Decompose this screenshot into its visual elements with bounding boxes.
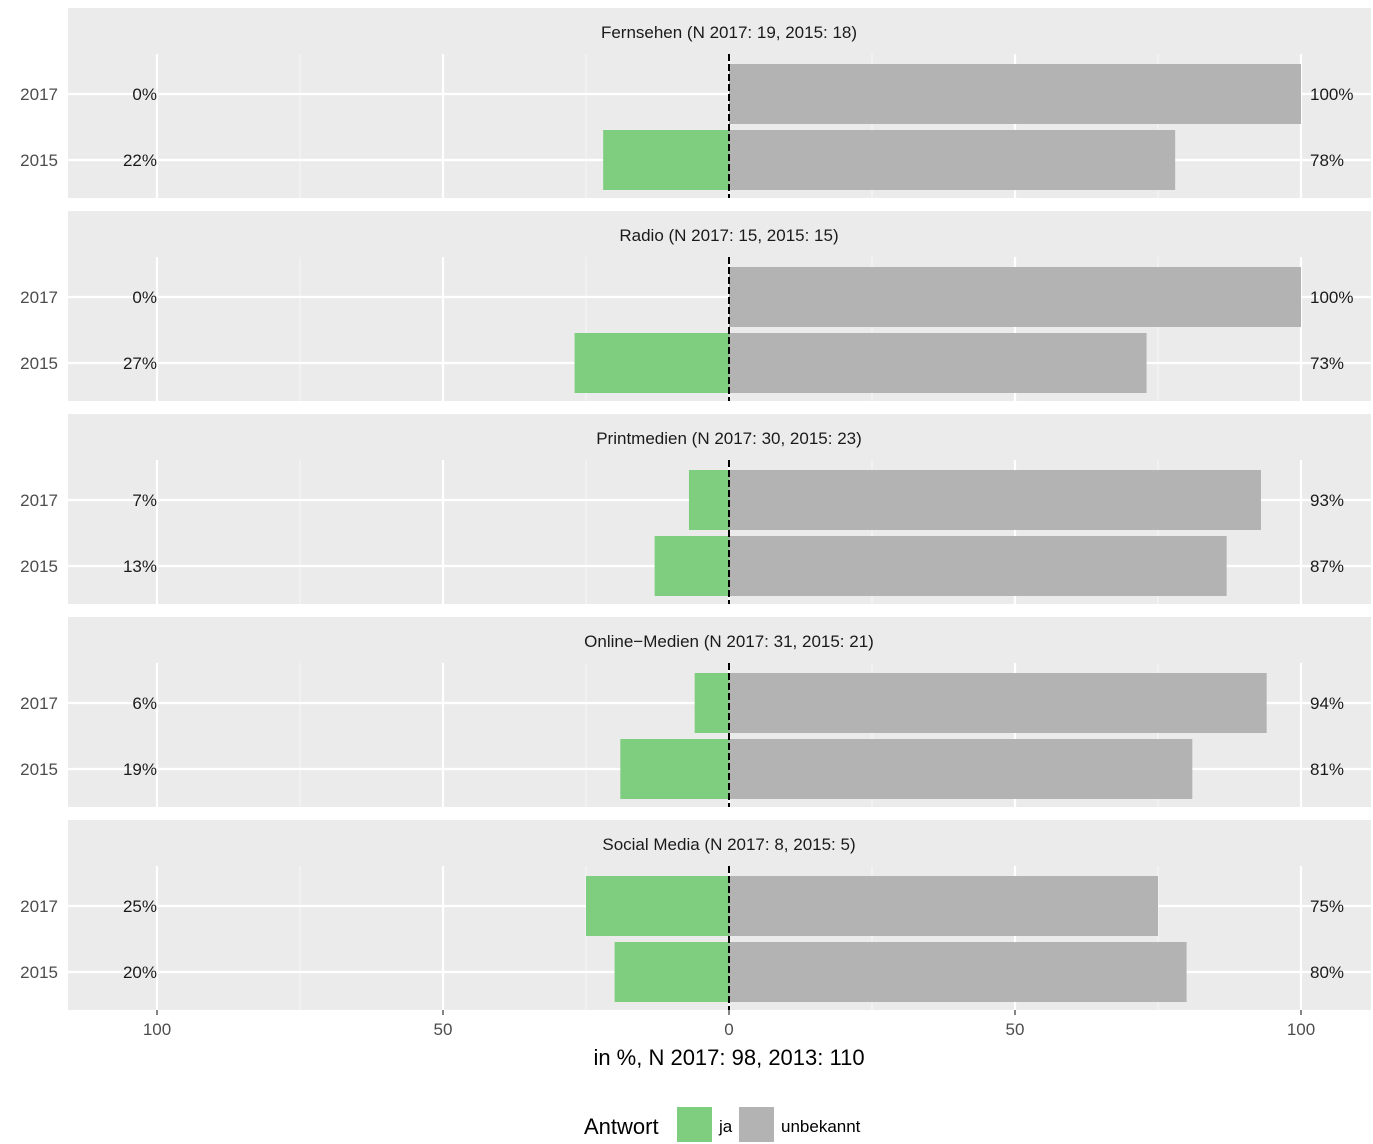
- y-tick-label: 2015: [20, 151, 58, 170]
- bar-ja: [654, 536, 729, 596]
- ja-percent-label: 25%: [123, 897, 157, 916]
- facet-panel: Radio (N 2017: 15, 2015: 15) 2017 0% 100% 20…: [20, 211, 1371, 401]
- legend: Antwort ja unbekannt: [584, 1107, 861, 1142]
- bar-unbekannt: [729, 470, 1261, 530]
- unbekannt-percent-label: 81%: [1310, 760, 1344, 779]
- facet-strip: [68, 414, 1371, 460]
- unbekannt-percent-label: 80%: [1310, 963, 1344, 982]
- unbekannt-percent-label: 78%: [1310, 151, 1344, 170]
- y-tick-label: 2015: [20, 354, 58, 373]
- facet-strip: [68, 8, 1371, 54]
- bar-ja: [603, 130, 729, 190]
- legend-label: unbekannt: [781, 1117, 861, 1136]
- bar-unbekannt: [729, 333, 1147, 393]
- ja-percent-label: 0%: [132, 85, 157, 104]
- bar-unbekannt: [729, 130, 1176, 190]
- bar-unbekannt: [729, 536, 1227, 596]
- facet-panel: Online−Medien (N 2017: 31, 2015: 21) 2017…: [20, 617, 1371, 807]
- y-tick-label: 2015: [20, 557, 58, 576]
- y-tick-label: 2017: [20, 694, 58, 713]
- y-tick-label: 2015: [20, 963, 58, 982]
- unbekannt-percent-label: 94%: [1310, 694, 1344, 713]
- ja-percent-label: 7%: [132, 491, 157, 510]
- ja-percent-label: 6%: [132, 694, 157, 713]
- bar-unbekannt: [729, 673, 1267, 733]
- facet-panel: Fernsehen (N 2017: 19, 2015: 18) 2017 0% 10…: [20, 8, 1371, 198]
- ja-percent-label: 20%: [123, 963, 157, 982]
- ja-percent-label: 0%: [132, 288, 157, 307]
- unbekannt-percent-label: 87%: [1310, 557, 1344, 576]
- x-tick-label: 50: [1006, 1020, 1025, 1039]
- bar-unbekannt: [729, 876, 1158, 936]
- unbekannt-percent-label: 93%: [1310, 491, 1344, 510]
- ja-percent-label: 27%: [123, 354, 157, 373]
- y-tick-label: 2017: [20, 288, 58, 307]
- x-axis: 100 50 0 50 100: [143, 1010, 1315, 1039]
- facet-title: Social Media (N 2017: 8, 2015: 5): [602, 835, 855, 854]
- facet-strip: [68, 820, 1371, 866]
- legend-key-unbekannt: [739, 1107, 774, 1142]
- unbekannt-percent-label: 100%: [1310, 85, 1353, 104]
- facet-panel: Social Media (N 2017: 8, 2015: 5) 2017 25%…: [20, 820, 1371, 1010]
- y-tick-label: 2015: [20, 760, 58, 779]
- y-tick-label: 2017: [20, 85, 58, 104]
- x-tick-label: 0: [724, 1020, 733, 1039]
- ja-percent-label: 19%: [123, 760, 157, 779]
- unbekannt-percent-label: 75%: [1310, 897, 1344, 916]
- ja-percent-label: 22%: [123, 151, 157, 170]
- bar-ja: [620, 739, 729, 799]
- facet-strip: [68, 617, 1371, 663]
- x-axis-title: in %, N 2017: 98, 2013: 110: [593, 1045, 864, 1070]
- unbekannt-percent-label: 100%: [1310, 288, 1353, 307]
- bar-ja: [614, 942, 729, 1002]
- bar-unbekannt: [729, 942, 1187, 1002]
- facet-title: Radio (N 2017: 15, 2015: 15): [619, 226, 838, 245]
- facet-panels: Fernsehen (N 2017: 19, 2015: 18) 2017 0% 10…: [20, 8, 1371, 1010]
- facet-title: Online−Medien (N 2017: 31, 2015: 21): [584, 632, 874, 651]
- ja-percent-label: 13%: [123, 557, 157, 576]
- x-tick-label: 100: [143, 1020, 171, 1039]
- y-tick-label: 2017: [20, 897, 58, 916]
- x-tick-label: 50: [434, 1020, 453, 1039]
- facet-title: Printmedien (N 2017: 30, 2015: 23): [596, 429, 862, 448]
- bar-ja: [586, 876, 729, 936]
- x-tick-label: 100: [1287, 1020, 1315, 1039]
- legend-key-ja: [677, 1107, 712, 1142]
- legend-title: Antwort: [584, 1114, 659, 1139]
- facet-panel: Printmedien (N 2017: 30, 2015: 23) 2017 7%…: [20, 414, 1371, 604]
- y-tick-label: 2017: [20, 491, 58, 510]
- bar-unbekannt: [729, 64, 1301, 124]
- legend-label: ja: [718, 1117, 733, 1136]
- bar-unbekannt: [729, 739, 1193, 799]
- bar-ja: [694, 673, 729, 733]
- bar-unbekannt: [729, 267, 1301, 327]
- facet-strip: [68, 211, 1371, 257]
- facet-title: Fernsehen (N 2017: 19, 2015: 18): [601, 23, 857, 42]
- unbekannt-percent-label: 73%: [1310, 354, 1344, 373]
- bar-ja: [688, 470, 729, 530]
- bar-ja: [574, 333, 729, 393]
